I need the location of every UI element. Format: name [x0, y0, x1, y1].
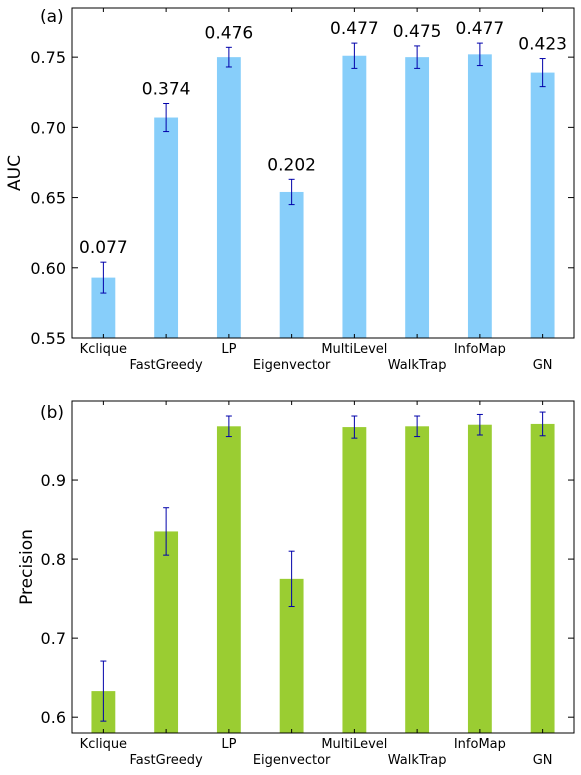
bar-lp [216, 426, 241, 733]
error-bar-multilevel [351, 415, 358, 439]
y-tick-label: 0.65 [30, 189, 66, 208]
y-tick-label: 0.8 [41, 550, 66, 569]
data-label-fastgreedy: 0.374 [142, 79, 191, 99]
x-tick-label-multilevel: MultiLevel [321, 737, 387, 752]
x-tick-label-gn: GN [533, 753, 553, 768]
y-axis-label: AUC [5, 155, 25, 191]
bar-fastgreedy [154, 117, 179, 338]
x-tick-label-kclique: Kclique [80, 342, 127, 357]
bar-eigenvector [279, 578, 304, 733]
error-bar-kclique [100, 660, 107, 722]
data-label-infomap: 0.477 [456, 19, 505, 39]
error-bar-walktrap [414, 415, 421, 438]
x-tick-label-eigenvector: Eigenvector [253, 753, 331, 768]
x-tick-label-walktrap: WalkTrap [388, 358, 447, 373]
plot-frame [71, 7, 575, 339]
bar-eigenvector [279, 191, 304, 338]
panel-label: (b) [40, 403, 64, 423]
y-tick-label: 0.70 [30, 118, 66, 137]
error-bar-infomap [476, 413, 483, 436]
y-tick-label: 0.9 [41, 471, 66, 490]
bar-infomap [467, 424, 492, 733]
bar-infomap [467, 54, 492, 339]
x-tick-label-gn: GN [533, 358, 553, 373]
error-bar-eigenvector [288, 550, 295, 608]
bar-gn [530, 423, 555, 733]
y-axis-label: Precision [17, 529, 37, 605]
panel-label: (a) [40, 7, 64, 27]
error-bar-eigenvector [288, 178, 295, 206]
bar-multilevel [342, 427, 367, 733]
data-label-eigenvector: 0.202 [267, 155, 316, 175]
x-tick-label-multilevel: MultiLevel [321, 342, 387, 357]
x-tick-label-infomap: InfoMap [454, 342, 506, 357]
x-tick-label-eigenvector: Eigenvector [253, 358, 331, 373]
bar-lp [216, 57, 241, 339]
y-tick-label: 0.6 [41, 708, 66, 727]
bar-walktrap [405, 57, 430, 339]
data-label-gn: 0.423 [518, 35, 567, 55]
data-label-multilevel: 0.477 [330, 19, 379, 39]
x-tick-label-infomap: InfoMap [454, 737, 506, 752]
bar-kclique [91, 277, 116, 338]
bar-fastgreedy [154, 531, 179, 733]
y-tick-label: 0.7 [41, 629, 66, 648]
data-label-walktrap: 0.475 [393, 22, 442, 42]
x-tick-label-lp: LP [221, 737, 236, 752]
error-bar-multilevel [351, 42, 358, 69]
bar-gn [530, 72, 555, 339]
x-tick-label-kclique: Kclique [80, 737, 127, 752]
bar-walktrap [405, 426, 430, 733]
error-bar-lp [225, 415, 232, 438]
y-tick-label: 0.75 [30, 48, 66, 67]
error-bar-fastgreedy [163, 102, 170, 133]
y-tick-label: 0.60 [30, 259, 66, 278]
error-bar-gn [539, 58, 546, 88]
x-tick-label-lp: LP [221, 342, 236, 357]
bar-multilevel [342, 55, 367, 338]
x-tick-label-fastgreedy: FastGreedy [130, 358, 204, 373]
plot-frame [71, 400, 575, 734]
data-label-lp: 0.476 [205, 23, 254, 43]
error-bar-lp [225, 46, 232, 68]
error-bar-infomap [476, 42, 483, 67]
x-tick-label-walktrap: WalkTrap [388, 753, 447, 768]
x-tick-label-fastgreedy: FastGreedy [130, 753, 204, 768]
error-bar-fastgreedy [163, 507, 170, 556]
data-label-kclique: 0.077 [79, 238, 128, 258]
error-bar-walktrap [414, 45, 421, 69]
chart-panel-1: 0.077 Kclique 0.374 FastGreedy 0.476 LP 0.202 E… [5, 7, 575, 373]
error-bar-kclique [100, 261, 107, 294]
error-bar-gn [539, 411, 546, 437]
y-tick-label: 0.55 [30, 329, 66, 348]
